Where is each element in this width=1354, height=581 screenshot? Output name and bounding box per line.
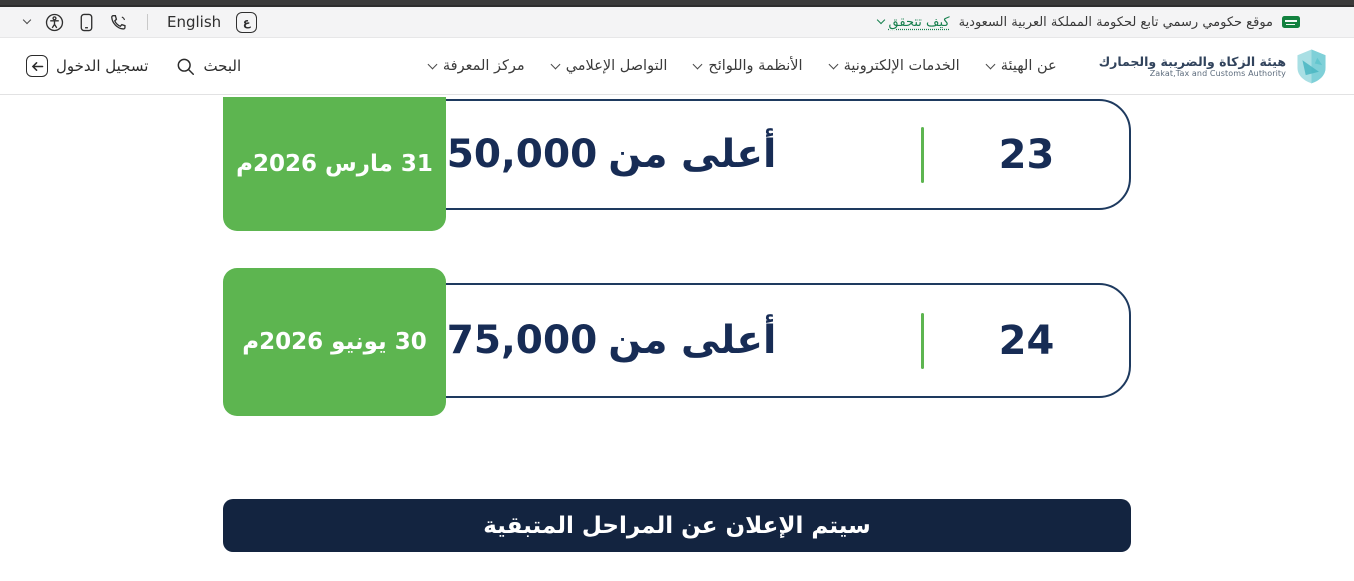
- official-site-text: موقع حكومي رسمي تابع لحكومة المملكة العر…: [958, 14, 1273, 30]
- phases-section: 23 أعلى من 750,000 31 مارس 2026م 24 أعلى…: [223, 97, 1131, 552]
- collapse-chevron-icon[interactable]: [22, 15, 32, 25]
- threshold-amount: 375,000: [419, 318, 598, 363]
- nav-item-label: الأنظمة واللوائح: [708, 58, 803, 74]
- search-icon: [178, 58, 195, 75]
- banner-text: سيتم الإعلان عن المراحل المتبقية: [483, 512, 871, 539]
- phase-row-23: 23 أعلى من 750,000 31 مارس 2026م: [223, 97, 1131, 231]
- chevron-down-icon: [550, 59, 561, 69]
- search-button[interactable]: البحث: [176, 57, 241, 76]
- search-label: البحث: [203, 57, 242, 75]
- phase-date-badge: 30 يونيو 2026م: [223, 268, 446, 416]
- top-dark-strip: [0, 0, 1354, 7]
- nav-item-media[interactable]: التواصل الإعلامي: [550, 58, 668, 74]
- threshold-text: أعلى من 750,000: [237, 132, 921, 177]
- phase-row-24: 24 أعلى من 375,000 30 يونيو 2026م: [223, 268, 1131, 416]
- nav-item-label: مركز المعرفة: [442, 58, 525, 74]
- chevron-down-icon: [692, 59, 703, 69]
- login-icon: [26, 55, 48, 77]
- nav-item-eservices[interactable]: الخدمات الإلكترونية: [828, 58, 960, 74]
- logo-title-arabic: هيئة الزكاة والضريبة والجمارك: [1098, 53, 1286, 69]
- nav-item-label: عن الهيئة: [1000, 58, 1057, 74]
- nav-item-regulations[interactable]: الأنظمة واللوائح: [692, 58, 803, 74]
- chevron-down-icon: [828, 59, 839, 69]
- utility-right-group: موقع حكومي رسمي تابع لحكومة المملكة العر…: [876, 14, 1300, 30]
- chevron-down-icon: [876, 15, 885, 25]
- login-button[interactable]: تسجيل الدخول: [26, 55, 148, 77]
- nav-actions: البحث تسجيل الدخول: [26, 55, 241, 77]
- how-to-verify-link[interactable]: كيف تتحقق: [876, 14, 950, 30]
- main-navigation-bar: هيئة الزكاة والضريبة والجمارك Zakat,Tax …: [0, 38, 1354, 95]
- contact-call-icon[interactable]: [109, 13, 128, 32]
- chevron-down-icon: [985, 59, 996, 69]
- mobile-app-icon[interactable]: [79, 13, 94, 32]
- green-divider: [921, 126, 924, 183]
- login-label: تسجيل الدخول: [56, 57, 149, 75]
- threshold-prefix: أعلى من: [608, 132, 777, 177]
- nav-menu: عن الهيئة الخدمات الإلكترونية الأنظمة وا…: [427, 58, 1057, 74]
- threshold-prefix: أعلى من: [608, 318, 777, 363]
- threshold-amount: 750,000: [419, 132, 598, 177]
- government-utility-bar: English ع موقع حكومي رسمي تابع لحكومة ال…: [0, 7, 1354, 38]
- logo-text: هيئة الزكاة والضريبة والجمارك Zakat,Tax …: [1099, 54, 1286, 79]
- phase-date-badge: 31 مارس 2026م: [223, 97, 446, 231]
- accessibility-icon[interactable]: [45, 13, 64, 32]
- utility-divider: [147, 14, 148, 30]
- nav-item-knowledge-center[interactable]: مركز المعرفة: [427, 58, 525, 74]
- phase-number: 24: [998, 317, 1055, 364]
- zatca-logo[interactable]: هيئة الزكاة والضريبة والجمارك Zakat,Tax …: [1099, 47, 1328, 85]
- zatca-shield-icon: [1297, 49, 1326, 84]
- saudi-flag-icon: [1282, 16, 1300, 28]
- green-divider: [921, 312, 924, 369]
- verify-link-label: كيف تتحقق: [888, 14, 950, 30]
- utility-left-group: English ع: [22, 11, 258, 33]
- language-switch-label[interactable]: English: [167, 13, 222, 31]
- nav-item-about[interactable]: عن الهيئة: [985, 58, 1057, 74]
- chevron-down-icon: [427, 59, 438, 69]
- nav-item-label: الخدمات الإلكترونية: [843, 58, 960, 74]
- nav-item-label: التواصل الإعلامي: [565, 58, 668, 74]
- language-icon[interactable]: ع: [236, 11, 258, 33]
- phase-number: 23: [998, 131, 1055, 178]
- logo-title-english: Zakat,Tax and Customs Authority: [1149, 69, 1286, 79]
- remaining-phases-banner: سيتم الإعلان عن المراحل المتبقية: [223, 499, 1131, 552]
